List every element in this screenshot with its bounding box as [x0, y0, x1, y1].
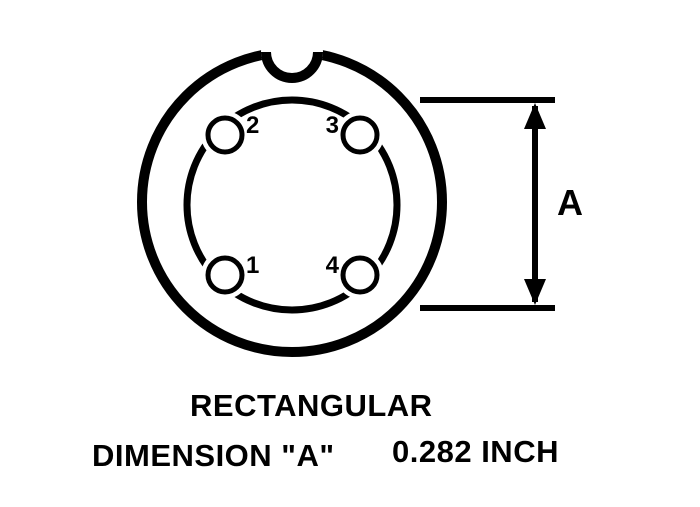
- arrowhead-top: [524, 103, 546, 129]
- inner-ring: [187, 100, 397, 310]
- connector-diagram: 1 2 3 4: [0, 0, 700, 507]
- pin-group: 1 2 3 4: [208, 112, 377, 292]
- pin-label-1: 1: [246, 252, 259, 279]
- dimension-label: DIMENSION "A": [92, 438, 335, 474]
- dimension-value: 0.282 INCH: [392, 434, 559, 470]
- shape-label: RECTANGULAR: [190, 388, 433, 424]
- pin-label-3: 3: [326, 112, 339, 139]
- arrowhead-bottom: [524, 279, 546, 305]
- pin-label-4: 4: [326, 252, 340, 279]
- dimension-letter: A: [557, 182, 584, 224]
- pin-label-2: 2: [246, 112, 259, 139]
- diagram-canvas: 1 2 3 4 A RECTANGULAR DIMENSION "A" 0.282 I…: [0, 0, 700, 507]
